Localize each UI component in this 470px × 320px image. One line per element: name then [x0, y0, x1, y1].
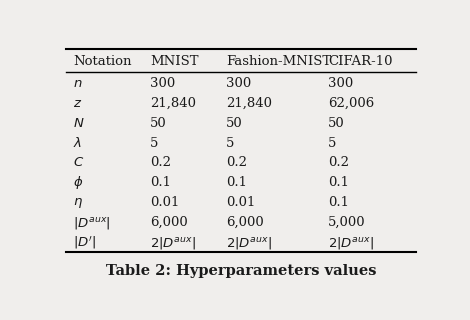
Text: Fashion-MNIST: Fashion-MNIST	[227, 55, 331, 68]
Text: MNIST: MNIST	[150, 55, 198, 68]
Text: $C$: $C$	[73, 156, 85, 170]
Text: 0.2: 0.2	[328, 156, 349, 170]
Text: $\eta$: $\eta$	[73, 196, 83, 210]
Text: $2|D^{aux}|$: $2|D^{aux}|$	[227, 235, 273, 251]
Text: $n$: $n$	[73, 77, 83, 90]
Text: $N$: $N$	[73, 117, 85, 130]
Text: 300: 300	[328, 77, 353, 90]
Text: 0.1: 0.1	[328, 176, 349, 189]
Text: 0.1: 0.1	[150, 176, 171, 189]
Text: 5: 5	[150, 137, 158, 149]
Text: 6,000: 6,000	[150, 216, 188, 229]
Text: 0.1: 0.1	[227, 176, 247, 189]
Text: 300: 300	[227, 77, 251, 90]
Text: $2|D^{aux}|$: $2|D^{aux}|$	[150, 235, 196, 251]
Text: Notation: Notation	[73, 55, 132, 68]
Text: 50: 50	[227, 117, 243, 130]
Text: $|D^{aux}|$: $|D^{aux}|$	[73, 215, 111, 231]
Text: $|D^{\prime}|$: $|D^{\prime}|$	[73, 234, 96, 251]
Text: 0.01: 0.01	[227, 196, 256, 209]
Text: 0.01: 0.01	[150, 196, 179, 209]
Text: 5,000: 5,000	[328, 216, 366, 229]
Text: 5: 5	[328, 137, 337, 149]
Text: 5: 5	[227, 137, 235, 149]
Text: $2|D^{aux}|$: $2|D^{aux}|$	[328, 235, 375, 251]
Text: 21,840: 21,840	[227, 97, 272, 110]
Text: 50: 50	[328, 117, 345, 130]
Text: 62,006: 62,006	[328, 97, 375, 110]
Text: $\lambda$: $\lambda$	[73, 136, 82, 150]
Text: 0.2: 0.2	[150, 156, 171, 170]
Text: 300: 300	[150, 77, 175, 90]
Text: Table 2: Hyperparameters values: Table 2: Hyperparameters values	[106, 264, 376, 278]
Text: 0.1: 0.1	[328, 196, 349, 209]
Text: 0.2: 0.2	[227, 156, 247, 170]
Text: $z$: $z$	[73, 97, 83, 110]
Text: 6,000: 6,000	[227, 216, 264, 229]
Text: $\phi$: $\phi$	[73, 174, 84, 191]
Text: 50: 50	[150, 117, 166, 130]
Text: 21,840: 21,840	[150, 97, 196, 110]
Text: CIFAR-10: CIFAR-10	[328, 55, 393, 68]
